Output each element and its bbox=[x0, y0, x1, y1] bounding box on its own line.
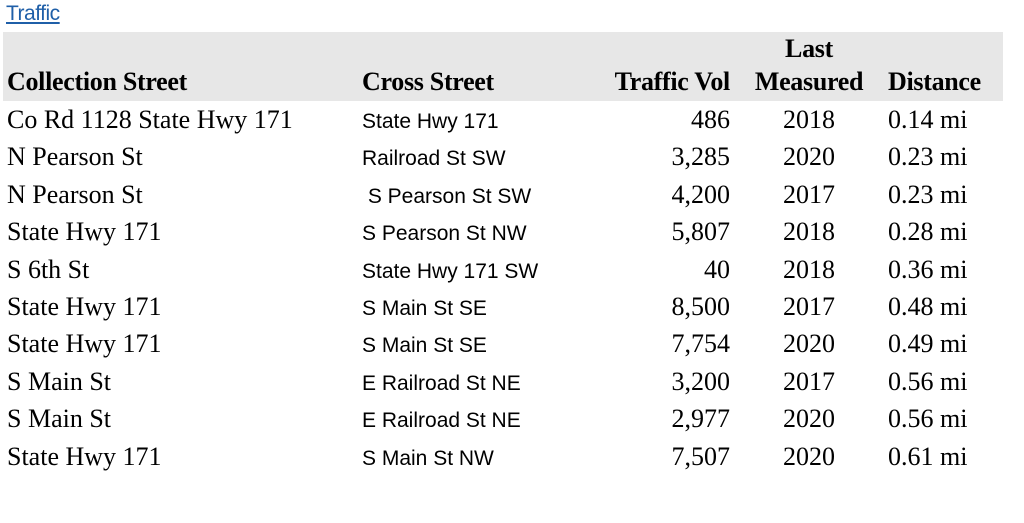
cell-distance: 0.48 mi bbox=[888, 292, 968, 321]
cell-distance: 0.23 mi bbox=[888, 179, 968, 209]
cell-last-measured: 2018 bbox=[783, 105, 835, 134]
cell-traffic-vol: 7,754 bbox=[671, 329, 731, 359]
cell-traffic-vol: 7,507 bbox=[671, 441, 731, 471]
header-last: Last bbox=[785, 34, 833, 63]
cell-collection-street: State Hwy 171 bbox=[7, 441, 162, 471]
traffic-link[interactable]: Traffic bbox=[6, 2, 60, 25]
header-distance: Distance bbox=[888, 67, 981, 96]
cell-cross-street: S Pearson St SW bbox=[362, 184, 532, 208]
cell-cross-street: E Railroad St NE bbox=[362, 371, 521, 395]
header-collection-street: Collection Street bbox=[7, 67, 187, 96]
cell-last-measured: 2017 bbox=[783, 366, 835, 396]
cell-last-measured: 2017 bbox=[783, 292, 835, 321]
cell-cross-street: State Hwy 171 bbox=[362, 110, 499, 133]
cell-last-measured: 2018 bbox=[783, 217, 835, 247]
cell-cross-street: S Main St SE bbox=[362, 334, 487, 358]
cell-distance: 0.28 mi bbox=[888, 217, 968, 247]
table-row: State Hwy 171 S Pearson St NW 5,807 2018 0.2… bbox=[0, 216, 1024, 253]
table-row: State Hwy 171 S Main St NW 7,507 2020 0.61 m… bbox=[0, 441, 1024, 478]
cell-distance: 0.61 mi bbox=[888, 441, 968, 471]
header-cross-street: Cross Street bbox=[362, 67, 494, 96]
header-measured: Measured bbox=[754, 67, 864, 96]
cell-cross-street: S Main St NW bbox=[362, 446, 494, 470]
cell-cross-street: S Main St SE bbox=[362, 297, 487, 320]
cell-collection-street: State Hwy 171 bbox=[7, 292, 162, 321]
cell-traffic-vol: 2,977 bbox=[671, 404, 731, 434]
table-row: N Pearson St S Pearson St SW 4,200 2017 0.2… bbox=[0, 179, 1024, 216]
header-traffic-vol: Traffic Vol bbox=[614, 67, 731, 96]
cell-distance: 0.56 mi bbox=[888, 366, 968, 396]
cell-cross-street: E Railroad St NE bbox=[362, 409, 521, 433]
cell-traffic-vol: 8,500 bbox=[671, 292, 731, 321]
table-row: State Hwy 171 S Main St SE 8,500 2017 0.48 m… bbox=[0, 291, 1024, 328]
cell-cross-street: S Pearson St NW bbox=[362, 222, 527, 246]
table-row: S Main St E Railroad St NE 2,977 2020 0.56 m… bbox=[0, 403, 1024, 440]
table-row: S 6th St State Hwy 171 SW 40 2018 0.36 mi bbox=[0, 254, 1024, 291]
cell-last-measured: 2020 bbox=[783, 441, 835, 471]
cell-collection-street: S Main St bbox=[7, 404, 112, 434]
cell-distance: 0.23 mi bbox=[888, 142, 968, 172]
table-row: State Hwy 171 S Main St SE 7,754 2020 0.49 m… bbox=[0, 328, 1024, 365]
cell-collection-street: S Main St bbox=[7, 366, 112, 396]
cell-traffic-vol: 40 bbox=[704, 254, 730, 284]
table-row: S Main St E Railroad St NE 3,200 2017 0.56 m… bbox=[0, 366, 1024, 403]
table-row: N Pearson St Railroad St SW 3,285 2020 0.23 … bbox=[0, 141, 1024, 178]
cell-last-measured: 2020 bbox=[783, 404, 835, 434]
cell-last-measured: 2020 bbox=[783, 142, 835, 172]
table-header bbox=[3, 32, 1003, 101]
cell-collection-street: S 6th St bbox=[7, 254, 90, 284]
cell-cross-street: Railroad St SW bbox=[362, 147, 506, 171]
cell-traffic-vol: 5,807 bbox=[671, 217, 731, 247]
cell-collection-street: N Pearson St bbox=[7, 179, 143, 209]
cell-traffic-vol: 3,200 bbox=[671, 366, 731, 396]
cell-traffic-vol: 486 bbox=[691, 105, 730, 134]
cell-last-measured: 2018 bbox=[783, 254, 835, 284]
cell-cross-street: State Hwy 171 SW bbox=[362, 259, 539, 283]
cell-last-measured: 2017 bbox=[783, 179, 835, 209]
cell-traffic-vol: 4,200 bbox=[671, 179, 731, 209]
table-row: Co Rd 1128 State Hwy 171 State Hwy 171 486… bbox=[0, 104, 1024, 141]
cell-last-measured: 2020 bbox=[783, 329, 835, 359]
cell-distance: 0.49 mi bbox=[888, 329, 968, 359]
cell-distance: 0.56 mi bbox=[888, 404, 968, 434]
cell-distance: 0.14 mi bbox=[888, 105, 968, 134]
cell-collection-street: State Hwy 171 bbox=[7, 217, 162, 247]
cell-collection-street: N Pearson St bbox=[7, 142, 143, 172]
cell-distance: 0.36 mi bbox=[888, 254, 968, 284]
cell-collection-street: State Hwy 171 bbox=[7, 329, 162, 359]
cell-traffic-vol: 3,285 bbox=[671, 142, 731, 172]
cell-collection-street: Co Rd 1128 State Hwy 171 bbox=[7, 105, 293, 134]
